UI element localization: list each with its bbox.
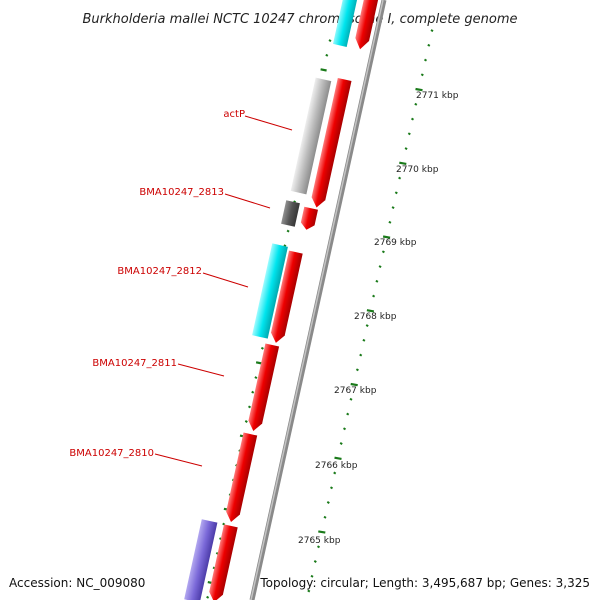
- minor-tick: [316, 545, 321, 549]
- reverse-genes: [184, 0, 357, 600]
- minor-tick: [404, 147, 408, 151]
- minor-tick: [414, 102, 418, 106]
- minor-tick: [398, 176, 402, 180]
- gene-forward-6: [209, 524, 238, 600]
- minor-tick: [375, 279, 379, 283]
- gene-forward-3: [271, 250, 303, 343]
- tick-label-2769: 2769 kbp: [374, 238, 417, 248]
- minor-tick: [323, 515, 327, 519]
- tick-label-2770: 2770 kbp: [396, 165, 439, 175]
- minor-tick: [430, 29, 434, 33]
- gene-reverse-actP: [290, 77, 332, 195]
- minor-tick: [359, 353, 363, 357]
- major-tick: [366, 309, 375, 313]
- minor-tick: [423, 58, 428, 62]
- tick-label-2767: 2767 kbp: [334, 386, 377, 396]
- gene-forward-1: [311, 78, 352, 208]
- major-tick: [318, 530, 326, 534]
- minor-tick: [342, 427, 347, 431]
- gene-forward-top: [355, 0, 379, 50]
- minor-tick: [372, 294, 376, 298]
- major-tick: [350, 382, 358, 387]
- forward-genes: [209, 0, 379, 600]
- minor-tick: [391, 206, 395, 210]
- minor-tick: [381, 250, 385, 254]
- minor-tick: [365, 324, 369, 328]
- label-BMA10247_2811: BMA10247_2811: [92, 358, 225, 377]
- gene-forward-2: [300, 206, 318, 230]
- major-tick: [415, 87, 423, 92]
- minor-tick: [407, 132, 411, 136]
- label-BMA10247_2812: BMA10247_2812: [117, 266, 249, 288]
- major-tick: [334, 456, 342, 460]
- gene-reverse-BMA10247_2812: [252, 243, 288, 339]
- minor-tick: [329, 486, 334, 490]
- minor-tick: [346, 412, 350, 416]
- topology-text: Topology: circular; Length: 3,495,687 bp…: [259, 576, 590, 590]
- outer-tick-ring: [307, 29, 434, 593]
- minor-tick: [328, 39, 332, 43]
- tick-labels: 2771 kbp 2770 kbp 2769 kbp 2768 kbp 2767…: [298, 91, 459, 546]
- minor-tick: [293, 200, 297, 204]
- label-actP: actP: [223, 109, 293, 131]
- minor-tick: [378, 265, 382, 269]
- minor-tick: [244, 420, 248, 423]
- minor-tick: [325, 53, 329, 57]
- gene-label-BMA10247_2810: BMA10247_2810: [69, 448, 154, 459]
- label-BMA10247_2810: BMA10247_2810: [69, 448, 203, 467]
- minor-tick: [313, 560, 317, 563]
- tick-label-2765: 2765 kbp: [298, 536, 341, 546]
- minor-tick: [362, 338, 366, 342]
- minor-tick: [286, 229, 290, 233]
- minor-tick: [333, 471, 337, 475]
- minor-tick: [251, 390, 255, 394]
- minor-tick: [427, 43, 431, 47]
- major-tick: [399, 161, 407, 165]
- gene-reverse-purple: [184, 519, 218, 600]
- gene-label-BMA10247_2813: BMA10247_2813: [139, 187, 224, 198]
- minor-tick: [394, 191, 398, 195]
- minor-tick: [339, 442, 343, 445]
- label-BMA10247_2813: BMA10247_2813: [139, 187, 271, 209]
- gene-label-BMA10247_2812: BMA10247_2812: [117, 266, 202, 277]
- gene-forward-4: [248, 343, 280, 431]
- major-tick: [320, 68, 327, 72]
- gene-labels: actP BMA10247_2813 BMA10247_2812 BMA1024…: [69, 109, 293, 467]
- map-title: Burkholderia mallei NCTC 10247 chromosom…: [82, 12, 517, 27]
- gene-label-BMA10247_2811: BMA10247_2811: [92, 358, 177, 369]
- minor-tick: [254, 376, 258, 380]
- minor-tick: [310, 574, 314, 578]
- minor-tick: [388, 220, 392, 224]
- tick-label-2768: 2768 kbp: [354, 312, 397, 322]
- tick-label-2766: 2766 kbp: [315, 461, 358, 471]
- minor-tick: [349, 397, 353, 401]
- minor-tick: [206, 595, 210, 599]
- minor-tick: [410, 117, 415, 121]
- minor-tick: [307, 589, 311, 593]
- minor-tick: [420, 73, 424, 77]
- minor-tick: [247, 405, 252, 409]
- gene-forward-5: [226, 432, 258, 522]
- minor-tick: [283, 244, 287, 248]
- minor-tick: [355, 368, 359, 372]
- gene-label-actP: actP: [223, 109, 245, 120]
- gene-reverse-BMA10247_2813: [281, 200, 300, 227]
- gene-reverse-cyan-top: [333, 0, 357, 47]
- backbone: [249, 0, 387, 600]
- minor-tick: [326, 501, 330, 504]
- minor-tick: [260, 346, 264, 350]
- accession-text: Accession: NC_009080: [9, 576, 145, 590]
- tick-label-2771: 2771 kbp: [416, 91, 459, 101]
- major-tick: [382, 235, 391, 239]
